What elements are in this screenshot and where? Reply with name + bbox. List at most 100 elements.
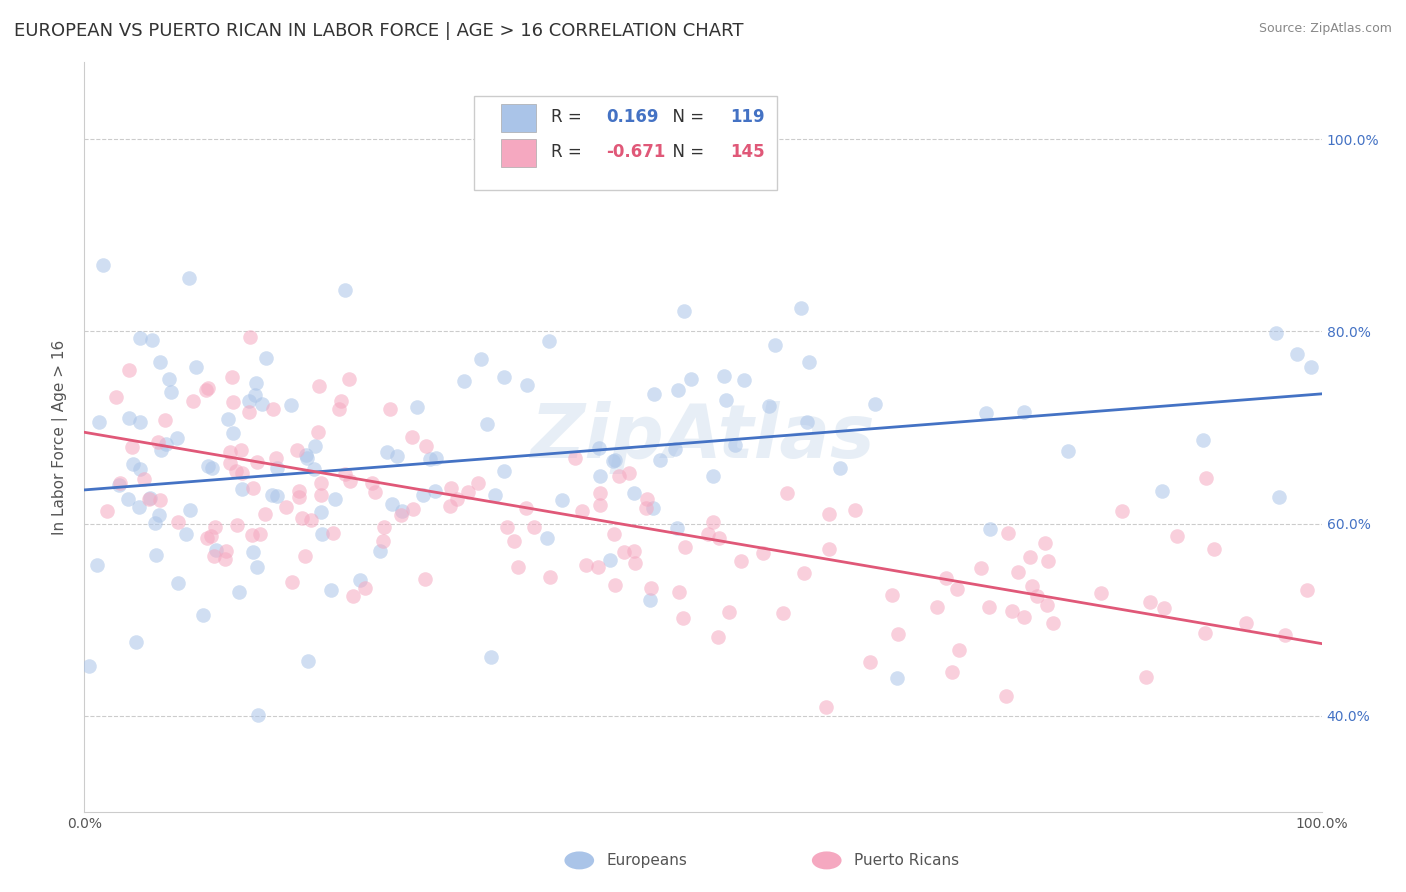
- Point: [294, 549, 316, 563]
- Point: [368, 544, 391, 558]
- Point: [586, 559, 609, 574]
- Point: [253, 508, 276, 522]
- Point: [262, 401, 284, 416]
- Point: [118, 411, 141, 425]
- Point: [664, 442, 686, 457]
- Point: [1299, 360, 1322, 375]
- Point: [668, 383, 690, 397]
- Point: [117, 492, 139, 507]
- Point: [1038, 554, 1060, 568]
- Point: [228, 584, 250, 599]
- Point: [105, 390, 128, 404]
- Point: [818, 542, 841, 557]
- Point: [640, 581, 662, 595]
- Point: [666, 521, 689, 535]
- Point: [202, 549, 225, 564]
- Text: 145: 145: [730, 144, 765, 161]
- Point: [195, 531, 218, 545]
- Point: [624, 556, 647, 570]
- Point: [979, 522, 1001, 536]
- Point: [796, 415, 818, 429]
- Point: [502, 533, 524, 548]
- Point: [1042, 616, 1064, 631]
- Point: [672, 303, 695, 318]
- Point: [217, 412, 239, 426]
- Point: [672, 610, 695, 624]
- Point: [333, 283, 356, 297]
- Point: [246, 559, 269, 574]
- Point: [89, 415, 111, 429]
- Text: N =: N =: [662, 108, 710, 126]
- Point: [763, 337, 786, 351]
- Point: [799, 355, 821, 369]
- Point: [1153, 601, 1175, 615]
- Point: [191, 608, 214, 623]
- Point: [772, 606, 794, 620]
- Point: [589, 469, 612, 483]
- Point: [205, 542, 228, 557]
- Point: [333, 467, 356, 481]
- Point: [603, 526, 626, 541]
- Point: [184, 359, 207, 374]
- FancyBboxPatch shape: [474, 96, 778, 190]
- Point: [401, 429, 423, 443]
- Point: [1192, 433, 1215, 447]
- Point: [239, 330, 262, 344]
- Point: [613, 544, 636, 558]
- Point: [299, 513, 322, 527]
- Point: [946, 582, 969, 597]
- Point: [337, 372, 360, 386]
- Point: [537, 334, 560, 349]
- Point: [1033, 536, 1056, 550]
- Point: [551, 492, 574, 507]
- Point: [91, 258, 114, 272]
- Point: [415, 439, 437, 453]
- Point: [564, 451, 586, 466]
- Point: [475, 417, 498, 431]
- Point: [1264, 326, 1286, 340]
- Point: [167, 576, 190, 591]
- Point: [1007, 566, 1029, 580]
- Point: [402, 502, 425, 516]
- Point: [309, 488, 332, 502]
- Point: [274, 500, 297, 514]
- Point: [389, 508, 412, 523]
- Point: [776, 485, 799, 500]
- Point: [155, 437, 177, 451]
- Point: [128, 462, 150, 476]
- Point: [148, 508, 170, 522]
- Point: [86, 558, 108, 573]
- Point: [492, 464, 515, 478]
- Point: [287, 491, 309, 505]
- Point: [238, 394, 260, 409]
- Point: [311, 505, 333, 519]
- Point: [617, 466, 640, 480]
- Point: [623, 486, 645, 500]
- Point: [1019, 549, 1042, 564]
- Point: [793, 566, 815, 581]
- Point: [322, 526, 344, 541]
- Point: [752, 546, 775, 560]
- Point: [880, 588, 903, 602]
- Point: [128, 500, 150, 514]
- Point: [373, 520, 395, 534]
- Point: [538, 569, 561, 583]
- Point: [724, 438, 747, 452]
- Point: [643, 387, 665, 401]
- Point: [815, 699, 838, 714]
- Point: [977, 600, 1000, 615]
- Point: [231, 466, 253, 480]
- Point: [1194, 626, 1216, 640]
- Point: [242, 545, 264, 559]
- Point: [342, 590, 364, 604]
- Point: [134, 472, 156, 486]
- Point: [470, 351, 492, 366]
- Point: [319, 582, 342, 597]
- Point: [479, 649, 502, 664]
- Point: [250, 397, 273, 411]
- Point: [818, 508, 841, 522]
- Point: [1012, 405, 1035, 419]
- Point: [311, 475, 333, 490]
- Point: [516, 378, 538, 392]
- Point: [406, 400, 429, 414]
